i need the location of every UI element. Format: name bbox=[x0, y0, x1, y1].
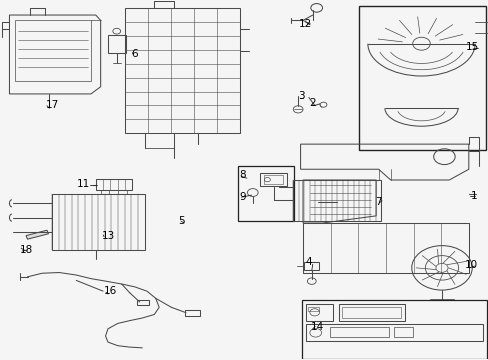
Bar bbox=[393, 327, 412, 337]
Bar bbox=[184, 310, 199, 316]
Text: 13: 13 bbox=[102, 231, 115, 240]
Bar bbox=[302, 300, 487, 359]
Text: 14: 14 bbox=[310, 322, 323, 332]
Text: 2: 2 bbox=[309, 98, 316, 108]
Bar bbox=[260, 173, 286, 186]
Text: 3: 3 bbox=[298, 91, 305, 101]
Bar bbox=[108, 35, 125, 53]
Bar bbox=[330, 327, 388, 337]
Text: 17: 17 bbox=[45, 100, 59, 110]
Bar bbox=[358, 6, 485, 149]
Bar bbox=[238, 166, 294, 221]
Bar bbox=[137, 300, 149, 305]
Text: 18: 18 bbox=[20, 245, 33, 255]
Bar bbox=[96, 179, 132, 190]
Text: 9: 9 bbox=[239, 192, 246, 202]
Bar bbox=[341, 307, 400, 318]
Bar bbox=[52, 194, 144, 250]
Bar bbox=[293, 180, 380, 221]
Text: 11: 11 bbox=[77, 179, 90, 189]
Text: 4: 4 bbox=[305, 257, 311, 267]
Text: 5: 5 bbox=[178, 216, 185, 226]
Bar bbox=[308, 307, 319, 311]
Text: 7: 7 bbox=[375, 197, 381, 207]
Bar bbox=[304, 262, 319, 270]
Text: 6: 6 bbox=[131, 49, 138, 59]
Text: 16: 16 bbox=[104, 286, 117, 296]
Text: 12: 12 bbox=[298, 19, 311, 29]
Bar bbox=[305, 324, 483, 341]
Text: 15: 15 bbox=[465, 42, 478, 52]
Text: 8: 8 bbox=[239, 170, 246, 180]
Bar bbox=[338, 305, 404, 320]
Bar bbox=[125, 8, 239, 134]
Text: 1: 1 bbox=[470, 191, 477, 201]
Polygon shape bbox=[26, 230, 48, 239]
Bar bbox=[305, 305, 332, 320]
Bar bbox=[15, 21, 91, 81]
Text: 10: 10 bbox=[464, 260, 477, 270]
Bar bbox=[264, 175, 282, 184]
